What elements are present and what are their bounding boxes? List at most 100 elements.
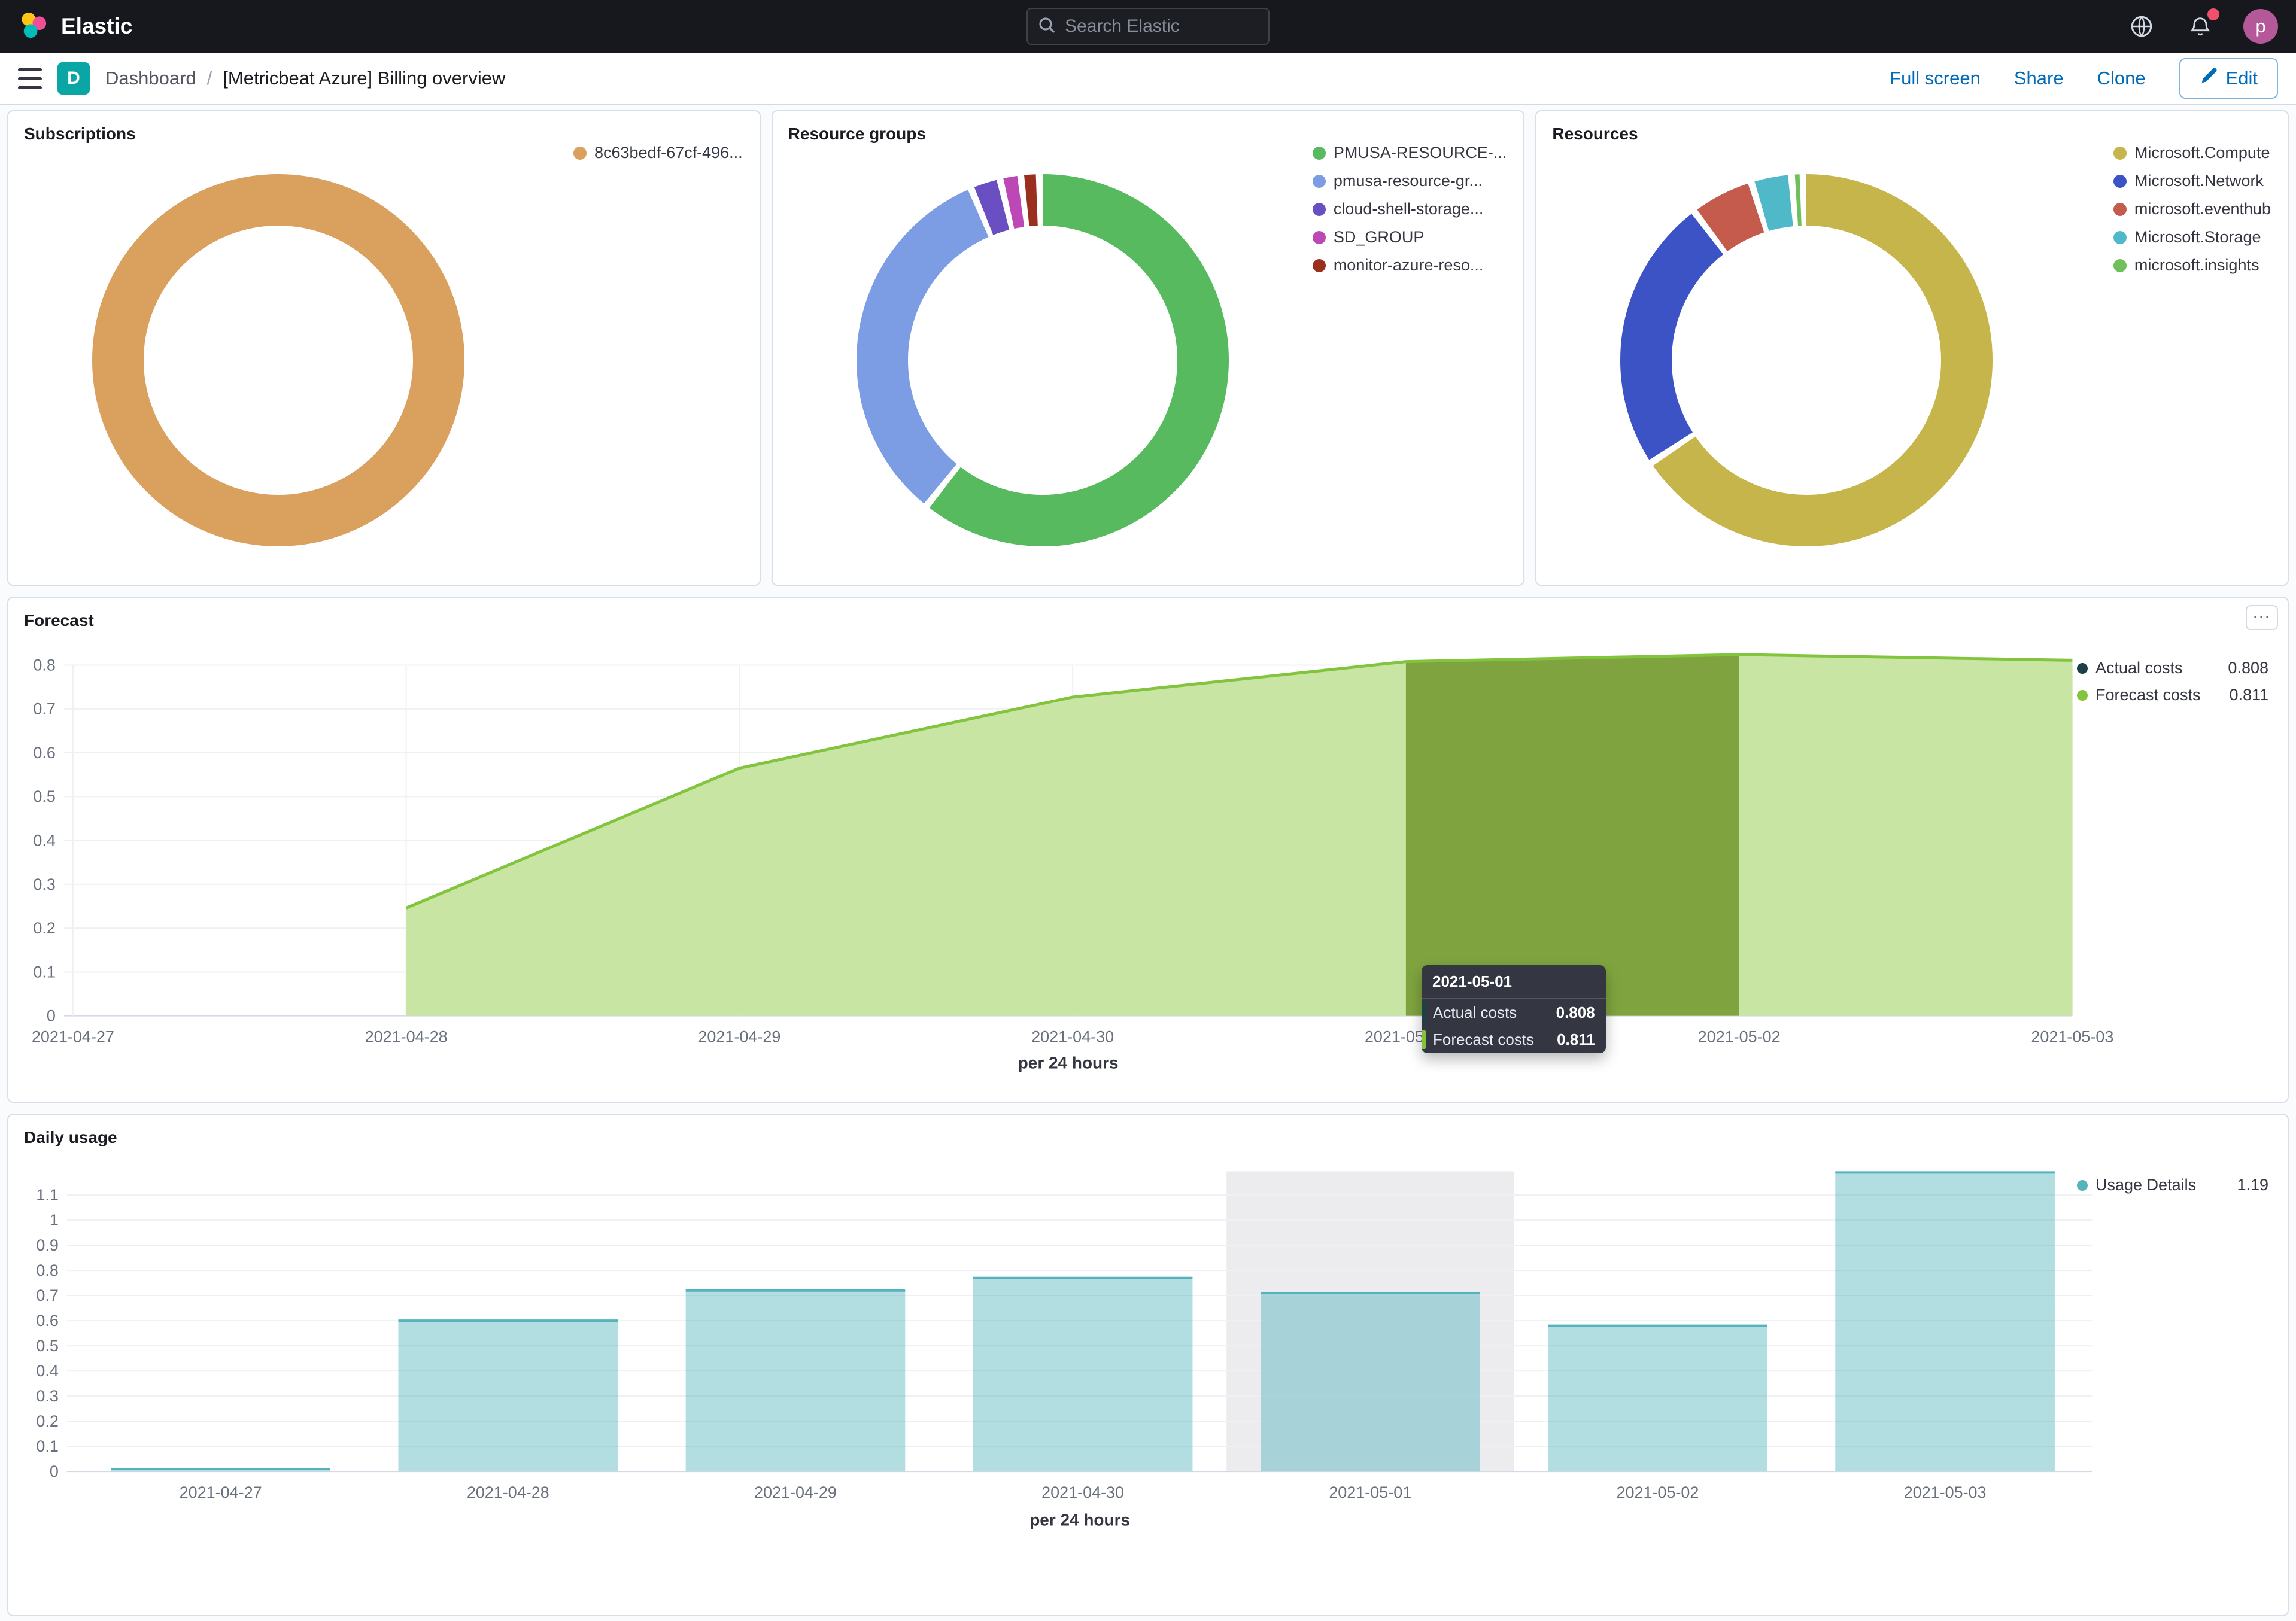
breadcrumb-dashboard[interactable]: Dashboard [105, 68, 196, 89]
edit-button[interactable]: Edit [2179, 58, 2278, 99]
pie-slice[interactable] [1620, 174, 1993, 546]
legend-item[interactable]: pmusa-resource-gr... [1312, 172, 1507, 190]
x-axis-label: 2021-04-30 [1031, 1028, 1114, 1046]
legend-dot [2077, 689, 2088, 701]
panel-title-resource-groups: Resource groups [788, 124, 926, 143]
legend-dot [573, 146, 587, 160]
y-axis-label: 0.1 [36, 1437, 58, 1455]
x-axis-label: 2021-04-29 [754, 1483, 837, 1501]
y-axis-label: 0.6 [33, 744, 55, 762]
user-avatar[interactable]: p [2243, 9, 2278, 44]
legend-item[interactable]: Usage Details 1.19 [2077, 1176, 2268, 1194]
y-axis-label: 0 [50, 1462, 59, 1480]
legend-item[interactable]: Forecast costs 0.811 [2077, 686, 2268, 704]
legend-dot [1312, 202, 1326, 216]
x-axis-label: 2021-05-01 [1329, 1483, 1411, 1501]
pie-slice[interactable] [856, 174, 1229, 546]
brand[interactable]: Elastic [18, 10, 132, 44]
y-axis-label: 0.6 [36, 1312, 58, 1330]
brand-name: Elastic [61, 14, 133, 38]
help-globe-icon[interactable] [2126, 11, 2157, 42]
y-axis-label: 0.8 [33, 656, 55, 674]
legend-item[interactable]: Actual costs 0.808 [2077, 659, 2268, 677]
bar[interactable] [1260, 1292, 1480, 1472]
legend-item[interactable]: SD_GROUP [1312, 228, 1507, 247]
hamburger-menu-icon[interactable] [18, 68, 42, 89]
x-axis-title: per 24 hours [1029, 1511, 1130, 1529]
pie-slice[interactable] [856, 174, 1229, 546]
legend-item[interactable]: cloud-shell-storage... [1312, 200, 1507, 218]
breadcrumb: Dashboard / [Metricbeat Azure] Billing o… [105, 68, 505, 89]
bar[interactable] [398, 1321, 618, 1472]
legend-item[interactable]: microsoft.eventhub [2113, 200, 2271, 218]
panel-forecast: Forecast ⋯ 0 0.1 0.2 0.3 0.4 0.5 0.6 0.7 0.8 2021… [7, 597, 2289, 1103]
x-axis-label: 2021-04-27 [180, 1483, 262, 1501]
y-axis-label: 0.5 [33, 787, 55, 805]
y-axis: 0 0.1 0.2 0.3 0.4 0.5 0.6 0.7 0.8 [33, 656, 56, 1024]
panel-resources: Resources Microsoft.Compute Microsoft.Net… [1535, 110, 2289, 586]
bar[interactable] [973, 1278, 1193, 1472]
resource-groups-legend: PMUSA-RESOURCE-... pmusa-resource-gr... cl… [1312, 144, 1507, 275]
bar[interactable] [685, 1290, 906, 1472]
legend-item[interactable]: Microsoft.Compute [2113, 144, 2271, 162]
daily-usage-bar-chart[interactable]: 0 0.1 0.2 0.3 0.4 0.5 0.6 0.7 0.8 0.9 1 1.1 2021-04-… [8, 1115, 2288, 1615]
bar[interactable] [1835, 1172, 2055, 1472]
y-axis-label: 0.3 [36, 1387, 58, 1405]
legend-item[interactable]: microsoft.insights [2113, 256, 2271, 275]
x-axis-label: 2021-05-02 [1616, 1483, 1699, 1501]
resource-groups-pie-chart[interactable] [856, 174, 1229, 549]
x-axis: 2021-04-27 2021-04-28 2021-04-29 2021-04-30… [32, 1028, 2113, 1072]
x-axis-label: 2021-05-02 [1698, 1028, 1781, 1046]
x-axis-label: 2021-04-29 [698, 1028, 780, 1046]
bar[interactable] [1548, 1325, 1767, 1472]
dashboard-toolbar: D Dashboard / [Metricbeat Azure] Billing… [0, 53, 2296, 105]
global-header: Elastic p [0, 0, 2296, 53]
y-axis-label: 0.7 [33, 700, 55, 718]
legend-dot [2113, 258, 2127, 272]
legend-item[interactable]: Microsoft.Storage [2113, 228, 2271, 247]
legend-item[interactable]: 8c63bedf-67cf-496... [573, 144, 743, 162]
pie-slice[interactable] [92, 174, 464, 546]
forecast-area-chart[interactable]: 0 0.1 0.2 0.3 0.4 0.5 0.6 0.7 0.8 2021-04-27 2021-… [8, 598, 2288, 1102]
alerts-bell-icon[interactable] [2185, 8, 2219, 42]
legend-dot [2113, 174, 2127, 188]
notification-dot [2207, 8, 2219, 20]
y-axis-label: 0.1 [33, 963, 55, 981]
tooltip-row-actual: Actual costs 0.808 [1422, 999, 1606, 1026]
legend-item[interactable]: monitor-azure-reso... [1312, 256, 1507, 275]
legend-dot [2113, 202, 2127, 216]
share-button[interactable]: Share [2013, 68, 2064, 89]
panel-resource-groups: Resource groups PMUSA-RESOURCE-... pmusa-… [771, 110, 1525, 586]
daily-usage-legend: Usage Details 1.19 [2077, 1176, 2268, 1194]
page-title: [Metricbeat Azure] Billing overview [223, 68, 506, 89]
space-avatar[interactable]: D [57, 62, 90, 95]
x-axis-label: 2021-04-28 [365, 1028, 448, 1046]
legend-dot [2077, 1179, 2088, 1191]
search-input[interactable] [1065, 16, 1259, 37]
panel-options-icon[interactable]: ⋯ [2246, 605, 2278, 630]
legend-dot [2113, 230, 2127, 244]
elastic-logo-icon [18, 10, 49, 44]
resources-pie-chart[interactable] [1620, 174, 1993, 549]
y-axis-label: 0.8 [36, 1261, 58, 1279]
subscriptions-pie-chart[interactable] [92, 174, 464, 549]
y-axis-label: 0.4 [36, 1362, 59, 1380]
pie-slice[interactable] [1620, 174, 1993, 546]
legend-item[interactable]: Microsoft.Network [2113, 172, 2271, 190]
panel-subscriptions: Subscriptions 8c63bedf-67cf-496... [7, 110, 761, 586]
y-axis-label: 0.9 [36, 1236, 58, 1254]
forecast-legend: Actual costs 0.808 Forecast costs 0.811 [2077, 659, 2268, 704]
global-search[interactable] [1026, 8, 1270, 45]
clone-button[interactable]: Clone [2097, 68, 2146, 89]
y-axis-label: 0 [47, 1007, 56, 1025]
bar[interactable] [111, 1468, 330, 1472]
legend-dot [1312, 258, 1326, 272]
highlight-band [1405, 654, 1739, 1016]
full-screen-button[interactable]: Full screen [1890, 68, 1981, 89]
resources-legend: Microsoft.Compute Microsoft.Network micros… [2113, 144, 2271, 275]
series-marker [1422, 1003, 1426, 1022]
pencil-icon [2200, 67, 2218, 90]
legend-item[interactable]: PMUSA-RESOURCE-... [1312, 144, 1507, 162]
legend-dot [1312, 146, 1326, 160]
legend-dot [1312, 174, 1326, 188]
